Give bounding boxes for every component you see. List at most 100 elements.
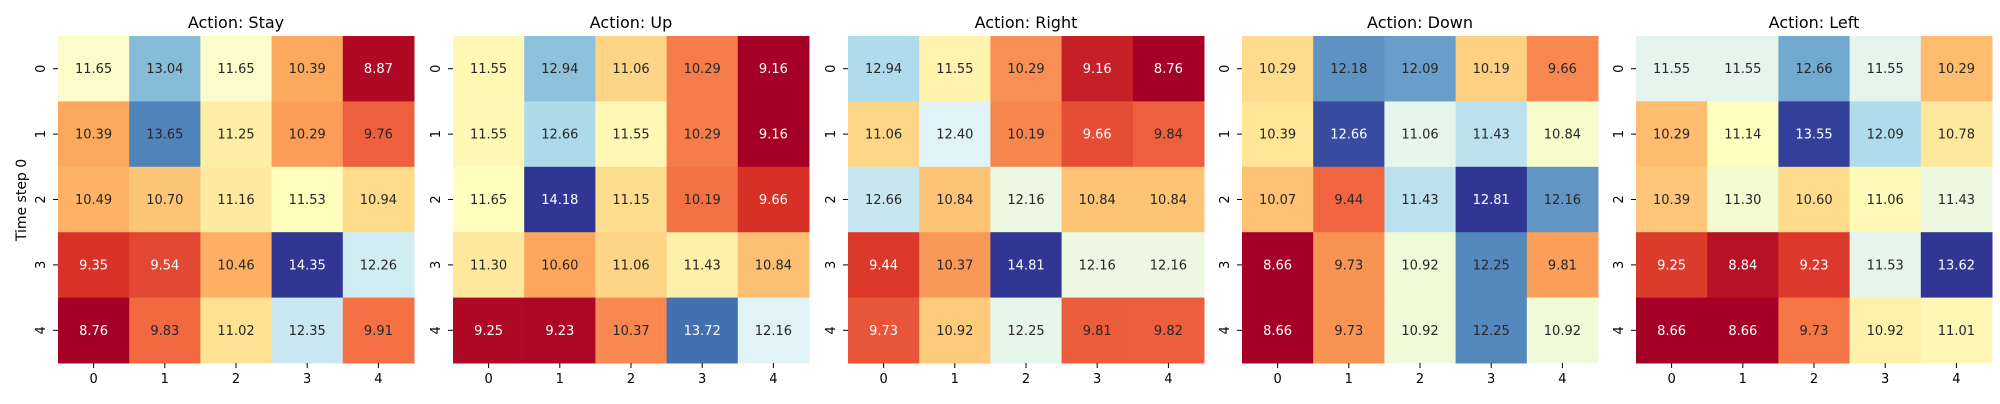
x-tick-label: 1 — [951, 372, 959, 387]
heatmap-cell — [1636, 166, 1708, 233]
cell-value-label: 12.40 — [936, 128, 973, 143]
heatmap-panel: Action: Down 10.29 12.18 12.09 10.19 9.66 10.3… — [1218, 13, 1599, 387]
heatmap-cell — [1384, 101, 1457, 168]
y-tick-label: 1 — [1218, 130, 1233, 138]
cell-value-label: 10.84 — [936, 193, 973, 208]
cell-value-label: 10.84 — [755, 258, 792, 273]
heatmap-cell — [129, 36, 201, 102]
heatmap-cell — [342, 101, 415, 168]
cell-value-label: 9.66 — [759, 193, 788, 208]
heatmap-cell — [1849, 232, 1922, 299]
cell-value-label: 9.23 — [1800, 258, 1829, 273]
x-tick-label: 4 — [1952, 372, 1960, 387]
cell-value-label: 10.37 — [612, 324, 649, 339]
heatmap-cell — [1778, 101, 1851, 168]
heatmap-cell — [1242, 101, 1314, 168]
heatmap-cell — [58, 101, 130, 168]
heatmap-cell — [666, 166, 739, 233]
x-tick-label: 1 — [1739, 372, 1747, 387]
y-tick-label: 4 — [34, 326, 49, 334]
heatmap-cell — [271, 232, 344, 299]
heatmap-cell — [1455, 101, 1528, 168]
heatmap-cell — [1384, 36, 1457, 102]
cell-value-label: 11.55 — [936, 62, 973, 77]
heatmap-cell — [919, 36, 991, 102]
cell-value-label: 11.43 — [1401, 193, 1438, 208]
cell-value-label: 10.92 — [1867, 324, 1904, 339]
cell-value-label: 8.66 — [1263, 324, 1292, 339]
y-tick-label: 4 — [824, 326, 839, 334]
cell-value-label: 12.94 — [541, 62, 578, 77]
heatmap-cell — [1849, 166, 1922, 233]
heatmap-cell — [1778, 297, 1851, 364]
heatmap-cell — [524, 232, 596, 299]
x-tick-label: 0 — [879, 372, 887, 387]
y-tick-label: 2 — [429, 195, 444, 203]
heatmap-cell — [1313, 101, 1385, 168]
heatmap-cell — [1920, 297, 1993, 364]
cell-value-label: 9.16 — [759, 128, 788, 143]
y-tick-label: 0 — [429, 65, 444, 73]
cell-value-label: 12.66 — [541, 128, 578, 143]
heatmap-cell — [453, 166, 525, 233]
x-tick-label: 3 — [698, 372, 706, 387]
cell-value-label: 11.01 — [1938, 324, 1975, 339]
heatmap-cell — [666, 36, 739, 102]
cell-value-label: 12.25 — [1473, 258, 1510, 273]
y-tick-label: 0 — [1218, 65, 1233, 73]
heatmap-cell — [1061, 232, 1134, 299]
heatmap-cell — [1132, 232, 1205, 299]
cell-value-label: 11.25 — [217, 128, 254, 143]
heatmap-cell — [271, 101, 344, 168]
y-tick-label: 4 — [429, 326, 444, 334]
cell-value-label: 10.07 — [1259, 193, 1296, 208]
heatmap-panel: Action: Right 12.94 11.55 10.29 9.16 8.76 11.0… — [824, 13, 1205, 387]
heatmap-cell — [848, 101, 920, 168]
heatmap-cell — [1526, 101, 1599, 168]
heatmap-cell — [271, 166, 344, 233]
heatmap-cell — [200, 36, 273, 102]
heatmap-cell — [58, 36, 130, 102]
cell-value-label: 11.30 — [470, 258, 507, 273]
heatmap-cell — [1242, 36, 1314, 102]
cell-value-label: 8.87 — [364, 62, 393, 77]
heatmap-cell — [1920, 232, 1993, 299]
x-tick-label: 3 — [1093, 372, 1101, 387]
heatmap-cell — [1061, 36, 1134, 102]
cell-value-label: 11.65 — [75, 62, 112, 77]
heatmap-cell — [737, 101, 810, 168]
cell-value-label: 9.16 — [1083, 62, 1112, 77]
cell-value-label: 10.37 — [936, 258, 973, 273]
cell-value-label: 12.16 — [755, 324, 792, 339]
heatmap-cell — [1242, 166, 1314, 233]
y-tick-label: 3 — [34, 261, 49, 269]
cell-value-label: 9.25 — [1657, 258, 1686, 273]
x-tick-label: 0 — [484, 372, 492, 387]
y-tick-label: 2 — [1612, 195, 1627, 203]
cell-value-label: 10.29 — [1653, 128, 1690, 143]
heatmap-cell — [58, 297, 130, 364]
panel-title: Action: Left — [1769, 13, 1860, 32]
cell-value-label: 9.84 — [1154, 128, 1183, 143]
heatmap-cell — [666, 232, 739, 299]
heatmap-cell — [1455, 297, 1528, 364]
cell-value-label: 9.81 — [1083, 324, 1112, 339]
cell-value-label: 10.92 — [1544, 324, 1581, 339]
heatmap-panel: Action: Left 11.55 11.55 12.66 11.55 10.29 10.… — [1612, 13, 1993, 387]
cell-value-label: 8.66 — [1263, 258, 1292, 273]
x-tick-label: 2 — [1810, 372, 1818, 387]
cell-value-label: 11.43 — [1938, 193, 1975, 208]
heatmap-cell — [342, 36, 415, 102]
cell-value-label: 10.94 — [360, 193, 397, 208]
cell-value-label: 10.29 — [1259, 62, 1296, 77]
y-tick-label: 2 — [824, 195, 839, 203]
cell-value-label: 8.66 — [1657, 324, 1686, 339]
panel-title: Action: Right — [975, 13, 1078, 32]
x-tick-label: 2 — [1022, 372, 1030, 387]
y-tick-label: 2 — [1218, 195, 1233, 203]
cell-value-label: 12.16 — [1150, 258, 1187, 273]
y-tick-label: 0 — [1612, 65, 1627, 73]
y-tick-label: 1 — [34, 130, 49, 138]
x-tick-label: 1 — [161, 372, 169, 387]
cell-value-label: 11.43 — [684, 258, 721, 273]
